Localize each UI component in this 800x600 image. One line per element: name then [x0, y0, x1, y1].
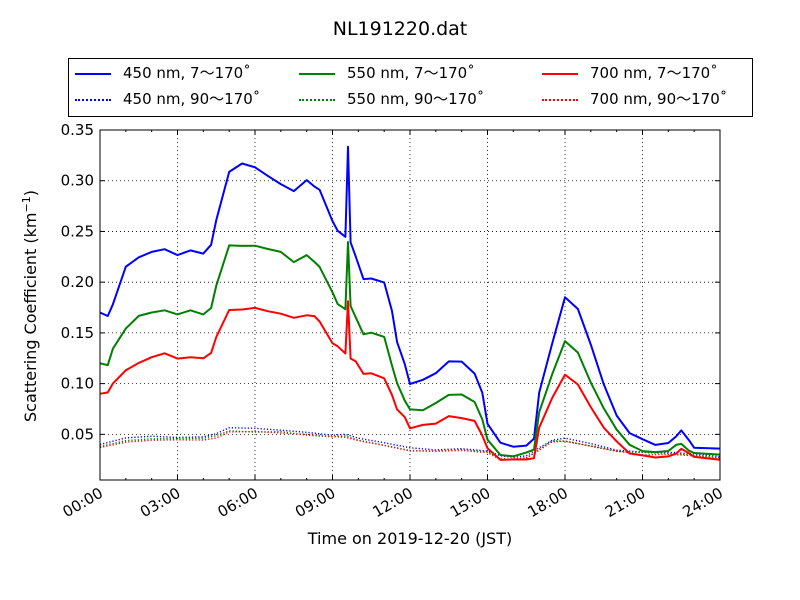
legend-label: 550 nm, 90～170˚ — [347, 90, 485, 108]
y-tick-label: 0.30 — [61, 172, 94, 190]
y-tick-label: 0.05 — [61, 425, 94, 443]
x-tick-label: 15:00 — [447, 484, 493, 521]
x-tick-label: 18:00 — [525, 484, 571, 521]
y-tick-label: 0.35 — [61, 121, 94, 139]
legend-label: 550 nm, 7～170˚ — [347, 64, 475, 82]
legend-swatch — [299, 73, 335, 75]
y-tick-label: 0.25 — [61, 222, 94, 240]
y-tick-label: 0.10 — [61, 375, 94, 393]
series-line — [99, 430, 721, 461]
y-tick-label: 0.20 — [61, 273, 94, 291]
plot-series — [99, 145, 721, 461]
legend-swatch — [75, 99, 111, 101]
x-tick-label: 03:00 — [137, 484, 183, 521]
y-tick-label: 0.15 — [61, 324, 94, 342]
legend-swatch — [75, 73, 111, 75]
y-axis-label-exponent: −1 — [19, 196, 33, 213]
legend: 450 nm, 7～170˚ 450 nm, 90～170˚ 550 nm, 7～1… — [68, 58, 753, 117]
x-tick-label: 24:00 — [680, 484, 726, 521]
y-axis-label: Scattering Coefficient (km−1) — [20, 190, 40, 422]
x-tick-label: 12:00 — [370, 484, 416, 521]
legend-label: 450 nm, 90～170˚ — [123, 90, 261, 108]
x-tick-label: 06:00 — [215, 484, 261, 521]
chart-title: NL191220.dat — [332, 18, 468, 40]
series-line — [99, 300, 721, 461]
legend-swatch — [299, 99, 335, 101]
series-line — [99, 427, 721, 458]
y-axis-label-close: ) — [21, 190, 41, 197]
x-tick-label: 21:00 — [602, 484, 648, 521]
legend-swatch — [542, 99, 578, 101]
legend-label: 700 nm, 7～170˚ — [590, 64, 718, 82]
legend-swatch — [542, 73, 578, 75]
plot-frame — [99, 129, 721, 481]
series-line — [99, 241, 721, 458]
x-tick-label: 00:00 — [60, 484, 106, 521]
series-line — [99, 430, 721, 461]
x-tick-label: 09:00 — [292, 484, 338, 521]
series-line — [99, 145, 721, 450]
legend-label: 700 nm, 90～170˚ — [590, 90, 728, 108]
x-axis-label: Time on 2019-12-20 (JST) — [307, 529, 513, 548]
y-axis-label-main: Scattering Coefficient (km — [21, 212, 41, 422]
legend-label: 450 nm, 7～170˚ — [123, 64, 251, 82]
